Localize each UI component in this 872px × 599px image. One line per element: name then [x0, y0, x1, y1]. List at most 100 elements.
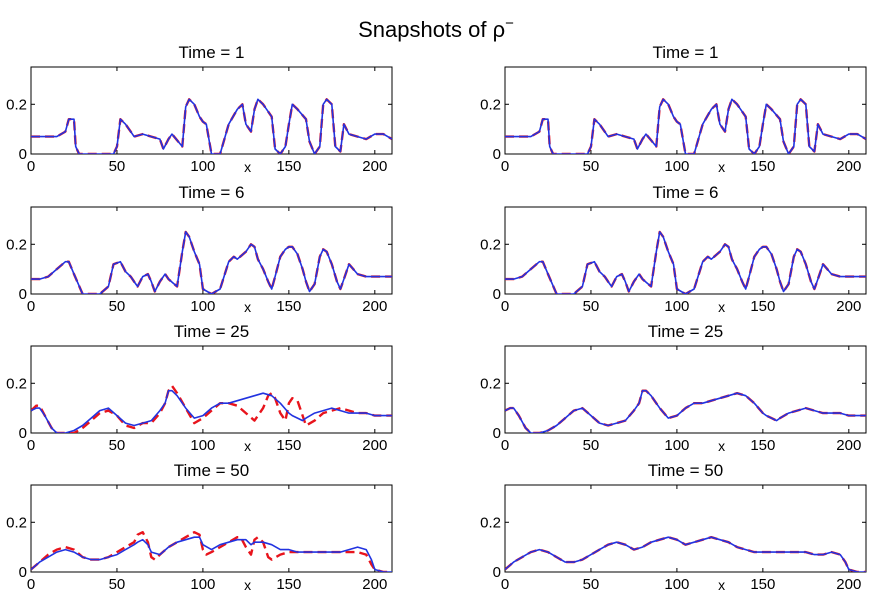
subplot-title: Time = 25 — [648, 322, 723, 341]
x-axis-label: x — [718, 299, 725, 315]
x-tick-label: 100 — [664, 576, 689, 593]
x-tick-label: 150 — [276, 437, 301, 454]
subplot-1-1: Time = 1 0 50 100 150 200 x 0 0.2 — [6, 43, 393, 175]
x-tick-label: 150 — [276, 298, 301, 315]
subplot-title: Time = 1 — [653, 43, 719, 62]
series-line-red-dashed — [505, 98, 866, 154]
subplot-title: Time = 1 — [179, 43, 245, 62]
y-tick-label: 0.2 — [480, 236, 501, 253]
figure-title-superscript: − — [505, 15, 514, 32]
x-tick-label: 50 — [109, 576, 126, 593]
x-tick-label: 100 — [190, 298, 215, 315]
y-tick-label: 0 — [493, 564, 501, 581]
x-tick-label: 100 — [190, 437, 215, 454]
x-tick-label: 200 — [362, 576, 387, 593]
x-tick-label: 0 — [27, 158, 35, 175]
plot-frame — [504, 484, 867, 573]
y-tick-label: 0.2 — [6, 96, 27, 113]
x-axis-label: x — [718, 159, 725, 175]
x-tick-label: 150 — [750, 298, 775, 315]
y-tick-label: 0.2 — [480, 375, 501, 392]
x-tick-label: 200 — [836, 576, 861, 593]
subplot-4-1: Time = 50 0 50 100 150 200 x 0 0.2 — [6, 461, 393, 593]
y-tick-label: 0.2 — [6, 375, 27, 392]
series-line-blue-solid — [505, 231, 866, 294]
y-tick-label: 0 — [19, 564, 27, 581]
plot-frame — [504, 345, 867, 434]
x-tick-label: 50 — [583, 298, 600, 315]
x-tick-label: 200 — [362, 158, 387, 175]
x-axis-label: x — [244, 438, 251, 454]
x-axis-label: x — [718, 438, 725, 454]
y-tick-label: 0 — [19, 286, 27, 303]
x-tick-label: 0 — [27, 298, 35, 315]
x-tick-label: 0 — [501, 298, 509, 315]
x-axis-label: x — [244, 577, 251, 593]
x-tick-label: 50 — [109, 158, 126, 175]
subplot-title: Time = 6 — [653, 183, 719, 202]
x-tick-label: 50 — [109, 437, 126, 454]
x-tick-label: 150 — [276, 158, 301, 175]
x-tick-label: 0 — [501, 437, 509, 454]
y-tick-label: 0.2 — [6, 236, 27, 253]
x-axis-label: x — [718, 577, 725, 593]
subplot-title: Time = 50 — [648, 461, 723, 480]
x-tick-label: 0 — [27, 437, 35, 454]
series-line-blue-solid — [31, 231, 392, 294]
x-tick-label: 100 — [664, 158, 689, 175]
subplot-3-1: Time = 25 0 50 100 150 200 x 0 0.2 — [6, 322, 393, 454]
x-tick-label: 150 — [276, 576, 301, 593]
subplot-grid: Time = 1 0 50 100 150 200 x 0 0.2 Time = 1 0 50 100 1… — [6, 43, 867, 593]
x-tick-label: 0 — [501, 158, 509, 175]
y-tick-label: 0.2 — [480, 96, 501, 113]
x-tick-label: 50 — [109, 298, 126, 315]
y-tick-label: 0 — [19, 425, 27, 442]
y-tick-label: 0.2 — [480, 514, 501, 531]
figure-title-main: Snapshots of ρ — [358, 17, 505, 42]
figure-title: Snapshots of ρ− — [358, 15, 514, 42]
subplot-title: Time = 6 — [179, 183, 245, 202]
series-line-red-dashed — [31, 98, 392, 154]
plot-frame — [504, 66, 867, 155]
x-tick-label: 50 — [583, 576, 600, 593]
subplot-4-2: Time = 50 0 50 100 150 200 x 0 0.2 — [480, 461, 867, 593]
y-tick-label: 0 — [19, 146, 27, 163]
subplot-2-2: Time = 6 0 50 100 150 200 x 0 0.2 — [480, 183, 867, 315]
x-tick-label: 150 — [750, 158, 775, 175]
x-tick-label: 200 — [362, 437, 387, 454]
plot-frame — [30, 345, 393, 434]
series-line-blue-solid — [505, 389, 866, 433]
series-line-red-dashed — [31, 384, 392, 433]
y-tick-label: 0 — [493, 425, 501, 442]
series-line-blue-solid — [31, 389, 392, 433]
series-line-blue-solid — [505, 536, 866, 572]
subplot-title: Time = 25 — [174, 322, 249, 341]
subplot-title: Time = 50 — [174, 461, 249, 480]
x-tick-label: 50 — [583, 437, 600, 454]
plot-frame — [30, 484, 393, 573]
series-line-blue-solid — [505, 98, 866, 154]
x-tick-label: 200 — [836, 298, 861, 315]
series-line-blue-solid — [31, 536, 392, 572]
x-tick-label: 100 — [664, 437, 689, 454]
x-tick-label: 150 — [750, 576, 775, 593]
x-tick-label: 0 — [501, 576, 509, 593]
x-tick-label: 100 — [664, 298, 689, 315]
subplot-1-2: Time = 1 0 50 100 150 200 x 0 0.2 — [480, 43, 867, 175]
x-tick-label: 100 — [190, 158, 215, 175]
subplot-3-2: Time = 25 0 50 100 150 200 x 0 0.2 — [480, 322, 867, 454]
y-tick-label: 0 — [493, 286, 501, 303]
x-tick-label: 0 — [27, 576, 35, 593]
x-axis-label: x — [244, 159, 251, 175]
series-line-blue-solid — [31, 98, 392, 154]
x-tick-label: 200 — [836, 158, 861, 175]
x-tick-label: 150 — [750, 437, 775, 454]
x-tick-label: 100 — [190, 576, 215, 593]
y-tick-label: 0.2 — [6, 514, 27, 531]
x-tick-label: 200 — [836, 437, 861, 454]
subplot-2-1: Time = 6 0 50 100 150 200 x 0 0.2 — [6, 183, 393, 315]
x-axis-label: x — [244, 299, 251, 315]
x-tick-label: 200 — [362, 298, 387, 315]
plot-frame — [30, 66, 393, 155]
